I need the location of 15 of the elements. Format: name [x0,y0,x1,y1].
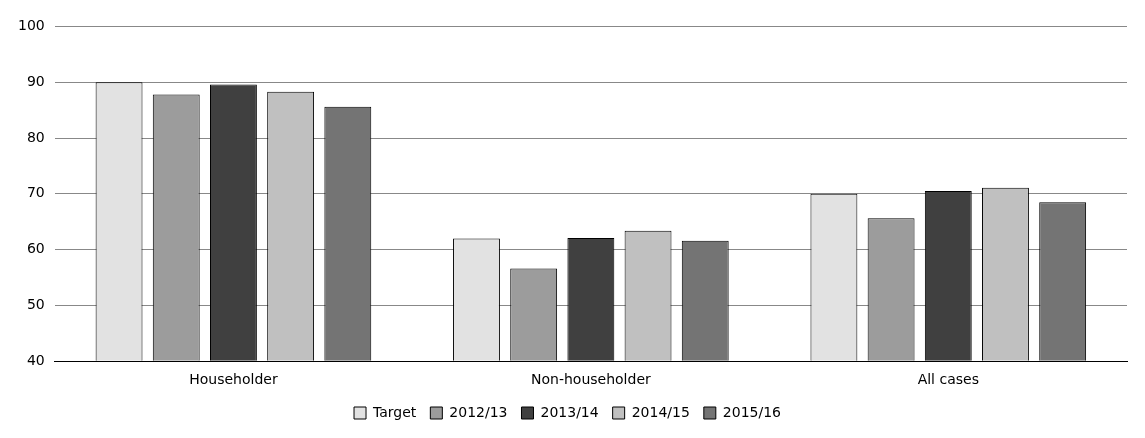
y-tick-label: 40 [26,351,45,368]
y-tick-label: 70 [26,184,45,201]
legend-label: 2014/15 [631,403,690,420]
legend-label: 2013/14 [540,403,599,420]
y-tick-label: 80 [26,128,45,145]
y-tick-label: 50 [26,296,45,313]
legend-label: Target [372,403,417,420]
legend-label: 2015/16 [722,403,782,420]
y-tick-label: 100 [17,17,45,34]
y-tick-label: 90 [26,72,45,89]
y-tick-label: 60 [26,240,45,257]
x-tick-label: All cases [917,371,979,388]
x-tick-label: Non-householder [530,371,651,388]
legend-label: 2012/13 [449,403,508,420]
x-tick-label: Householder [189,371,278,388]
